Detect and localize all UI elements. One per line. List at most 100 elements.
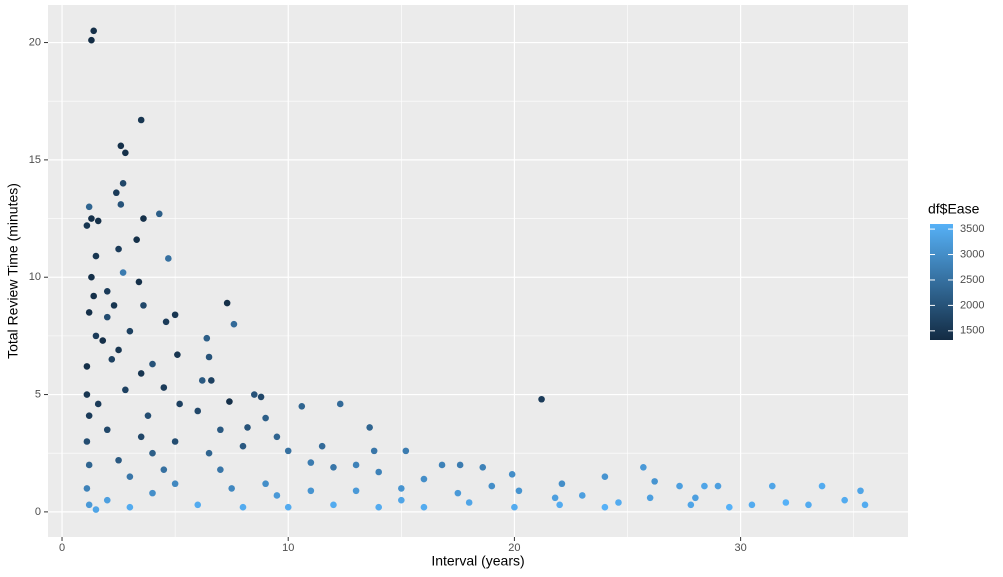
point bbox=[538, 395, 545, 403]
point bbox=[122, 386, 129, 394]
point bbox=[488, 482, 496, 490]
point bbox=[420, 475, 428, 483]
point bbox=[103, 496, 111, 504]
y-tick-label: 5 bbox=[35, 388, 41, 400]
y-tick-label: 20 bbox=[29, 36, 41, 48]
point bbox=[601, 503, 609, 511]
point bbox=[119, 269, 127, 276]
point bbox=[273, 433, 281, 441]
point bbox=[85, 203, 93, 211]
point bbox=[144, 412, 152, 419]
point bbox=[556, 501, 563, 509]
point bbox=[438, 461, 446, 469]
point bbox=[230, 320, 238, 328]
point bbox=[85, 309, 93, 316]
point bbox=[284, 503, 292, 511]
point bbox=[370, 447, 378, 455]
point bbox=[366, 424, 373, 431]
point bbox=[99, 337, 107, 344]
point bbox=[714, 482, 722, 490]
point bbox=[137, 370, 145, 377]
point bbox=[83, 485, 91, 492]
point bbox=[103, 426, 111, 434]
point bbox=[454, 489, 462, 497]
point bbox=[330, 464, 337, 471]
point bbox=[140, 302, 147, 309]
point bbox=[135, 278, 143, 286]
point bbox=[601, 473, 609, 480]
point bbox=[651, 478, 658, 485]
point bbox=[748, 501, 756, 509]
point bbox=[701, 482, 708, 490]
point bbox=[676, 482, 683, 490]
point bbox=[375, 468, 382, 476]
point bbox=[352, 487, 360, 495]
point bbox=[119, 180, 127, 187]
point bbox=[83, 438, 91, 445]
point bbox=[578, 492, 586, 499]
point bbox=[115, 456, 122, 464]
point bbox=[160, 384, 168, 391]
point bbox=[336, 400, 344, 408]
point bbox=[174, 351, 181, 358]
point bbox=[250, 391, 258, 398]
point bbox=[558, 480, 566, 488]
point bbox=[85, 412, 93, 419]
point bbox=[402, 447, 410, 455]
point bbox=[768, 482, 776, 490]
legend-label: 1500 bbox=[960, 325, 984, 337]
point bbox=[171, 438, 179, 445]
point bbox=[318, 442, 326, 450]
point bbox=[511, 503, 518, 511]
point bbox=[782, 499, 790, 506]
point bbox=[171, 311, 179, 319]
point bbox=[140, 215, 147, 222]
panel bbox=[48, 5, 908, 537]
point bbox=[226, 398, 233, 405]
point bbox=[841, 496, 848, 504]
point bbox=[137, 116, 145, 124]
point bbox=[208, 377, 215, 384]
legend-label: 3500 bbox=[960, 223, 984, 235]
point bbox=[398, 485, 405, 492]
point bbox=[83, 391, 91, 398]
point bbox=[456, 461, 464, 469]
point bbox=[165, 255, 172, 262]
point bbox=[515, 487, 523, 495]
point bbox=[203, 334, 211, 342]
point bbox=[85, 461, 93, 469]
y-tick-label: 0 bbox=[35, 506, 41, 518]
point bbox=[239, 442, 247, 450]
point bbox=[726, 503, 733, 511]
point bbox=[352, 461, 360, 469]
legend-label: 2000 bbox=[960, 299, 984, 311]
point bbox=[83, 222, 91, 229]
point bbox=[83, 363, 91, 370]
point bbox=[103, 313, 111, 321]
point bbox=[805, 501, 812, 509]
point bbox=[162, 318, 170, 326]
point bbox=[257, 393, 265, 401]
point bbox=[307, 459, 315, 466]
point bbox=[117, 201, 125, 208]
legend-label: 2500 bbox=[960, 274, 984, 286]
point bbox=[508, 471, 516, 478]
point bbox=[273, 492, 281, 499]
point bbox=[687, 501, 695, 509]
y-axis-title: Total Review Time (minutes) bbox=[5, 183, 21, 359]
point bbox=[149, 449, 156, 457]
x-tick-label: 0 bbox=[59, 542, 65, 554]
point bbox=[239, 503, 247, 511]
point bbox=[194, 501, 202, 509]
point bbox=[160, 466, 168, 473]
point bbox=[137, 433, 145, 441]
point bbox=[479, 464, 487, 471]
point bbox=[92, 506, 100, 513]
point bbox=[205, 353, 213, 361]
point bbox=[133, 236, 140, 243]
point bbox=[90, 27, 97, 35]
point bbox=[861, 501, 869, 509]
point bbox=[194, 407, 202, 415]
point bbox=[244, 424, 251, 431]
